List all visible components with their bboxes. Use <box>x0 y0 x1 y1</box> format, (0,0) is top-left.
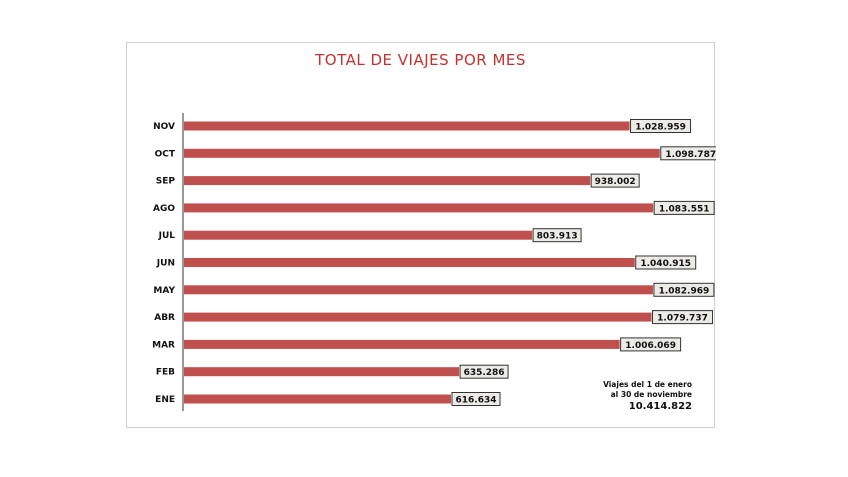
value-label-box <box>459 364 509 379</box>
category-label: JUL <box>158 231 176 241</box>
value-label: 1.028.959 <box>635 123 686 133</box>
value-label: 938.002 <box>595 177 636 187</box>
category-label: NOV <box>153 122 175 132</box>
value-label-box <box>630 119 692 133</box>
value-label-box <box>652 310 714 325</box>
category-label: FEB <box>156 368 175 378</box>
value-label: 1.040.915 <box>640 259 691 269</box>
bar <box>184 285 653 295</box>
category-label: ENE <box>155 395 175 405</box>
bar <box>184 339 620 349</box>
category-label: AGO <box>153 204 175 214</box>
bar <box>184 203 654 213</box>
bar <box>184 258 635 267</box>
bar-chart: NOV 1.028.959 OCT 1.098.787 SEP 938.002 AGO 1.0… <box>152 113 716 411</box>
value-label-box <box>451 392 501 406</box>
bar <box>184 121 630 131</box>
value-label-box <box>653 282 715 297</box>
period-note-line1: Viajes del 1 de enero <box>603 380 692 389</box>
value-label-box <box>653 200 715 215</box>
value-label: 1.098.787 <box>665 150 716 160</box>
value-label: 1.082.969 <box>659 286 710 296</box>
period-note-line2: al 30 de noviembre <box>610 390 692 399</box>
value-label: 803.913 <box>537 232 578 242</box>
bar <box>184 312 652 322</box>
period-note: Viajes del 1 de enero al 30 de noviembre… <box>597 380 692 412</box>
value-label-box <box>590 173 640 188</box>
value-label-box <box>660 146 716 161</box>
value-label: 1.079.737 <box>657 314 708 324</box>
value-label: 635.286 <box>464 368 505 378</box>
value-label-box <box>532 228 582 243</box>
bar <box>184 176 591 186</box>
category-label: SEP <box>156 177 176 187</box>
category-label: OCT <box>155 149 176 159</box>
bar <box>184 367 460 377</box>
category-label: JUN <box>156 259 175 269</box>
value-label: 616.634 <box>456 396 497 406</box>
value-label: 1.006.069 <box>625 341 676 351</box>
period-total: 10.414.822 <box>628 401 692 412</box>
bar <box>184 230 533 240</box>
bar <box>184 148 660 158</box>
chart-title: TOTAL DE VIAJES POR MES <box>315 51 526 69</box>
value-label-box <box>620 337 682 352</box>
category-label: MAY <box>153 286 175 296</box>
bar <box>184 394 452 404</box>
value-label-box <box>635 255 697 270</box>
category-label: ABR <box>154 313 175 323</box>
value-label: 1.083.551 <box>659 204 710 214</box>
category-label: MAR <box>152 340 175 350</box>
chart-frame: TOTAL DE VIAJES POR MES NOV 1.028.959 OCT 1… <box>126 42 716 428</box>
